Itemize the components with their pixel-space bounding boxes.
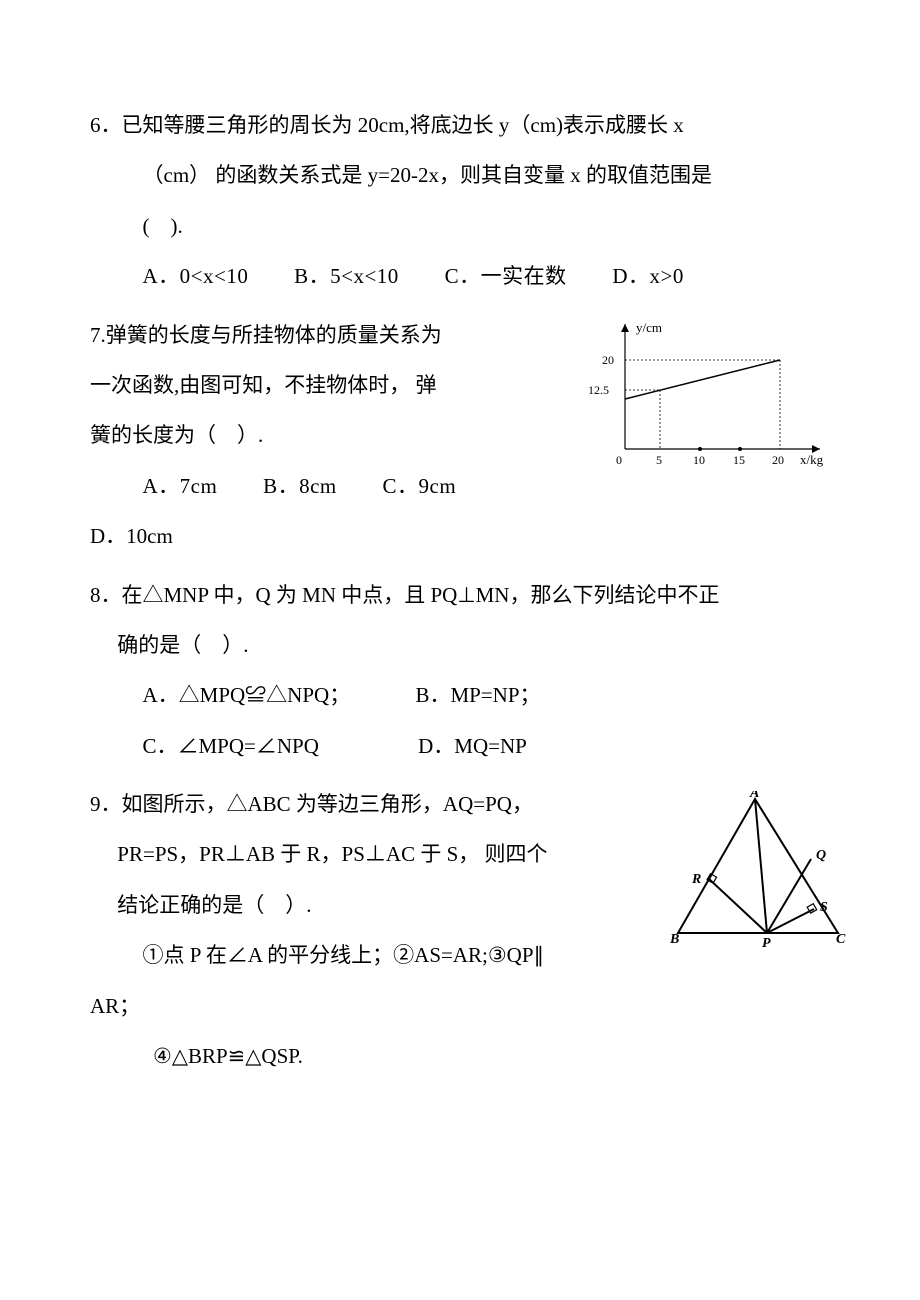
ytick-12-5: 12.5	[588, 383, 609, 397]
q8-stem-line2: 确的是（ ）.	[90, 620, 830, 670]
q7-opt-c: C．9cm	[383, 461, 457, 511]
label-a: A	[749, 791, 759, 801]
x-axis-label: x/kg	[800, 452, 824, 467]
question-9: 9．如图所示，△ABC 为等边三角形，AQ=PQ， PR=PS，PR⊥AB 于 …	[90, 779, 830, 1081]
q8-options-row2: C．∠MPQ=∠NPQ D．MQ=NP	[90, 721, 830, 771]
label-q: Q	[816, 848, 826, 863]
q9-stem-line3: 结论正确的是（ ）.	[90, 880, 576, 930]
q9-conclusion-1b: AR；	[90, 981, 830, 1031]
q8-opt-c: C．∠MPQ=∠NPQ	[143, 721, 319, 771]
q8-opt-b: B．MP=NP；	[415, 670, 540, 720]
q8-stem-line1: 8．在△MNP 中，Q 为 MN 中点，且 PQ⊥MN，那么下列结论中不正	[90, 570, 830, 620]
xtick-15: 15	[733, 453, 745, 467]
label-b: B	[670, 932, 679, 947]
q6-opt-b: B．5<x<10	[294, 251, 399, 301]
q7-stem-line2: 一次函数,由图可知，不挂物体时， 弹	[90, 360, 549, 410]
label-c: C	[836, 932, 846, 947]
q7-opt-b: B．8cm	[263, 461, 337, 511]
ytick-20: 20	[602, 353, 614, 367]
label-s: S	[820, 900, 828, 915]
q8-opt-d: D．MQ=NP	[418, 721, 527, 771]
spring-chart: 12.5 20 5 10 15 20 0 y/cm x/kg	[580, 314, 840, 484]
question-8: 8．在△MNP 中，Q 为 MN 中点，且 PQ⊥MN，那么下列结论中不正 确的…	[90, 570, 830, 772]
question-6: 6．已知等腰三角形的周长为 20cm,将底边长 y（cm)表示成腰长 x （cm…	[90, 100, 830, 302]
q7-stem-line3: 簧的长度为（ ）.	[90, 410, 549, 460]
q6-options: A．0<x<10 B．5<x<10 C．一实在数 D．x>0	[90, 251, 830, 301]
q8-opt-a: A．△MPQ≌△NPQ；	[143, 670, 351, 720]
question-7: 7.弹簧的长度与所挂物体的质量关系为 一次函数,由图可知，不挂物体时， 弹 簧的…	[90, 310, 830, 562]
q7-opt-d: D．10cm	[90, 511, 830, 561]
q6-stem-line3: ( ).	[90, 201, 830, 251]
q6-opt-d: D．x>0	[612, 251, 684, 301]
xtick-10: 10	[693, 453, 705, 467]
q6-stem-line1: 6．已知等腰三角形的周长为 20cm,将底边长 y（cm)表示成腰长 x	[90, 100, 830, 150]
y-axis-label: y/cm	[636, 320, 662, 335]
q6-opt-a: A．0<x<10	[143, 251, 249, 301]
label-p: P	[762, 936, 771, 951]
origin-label: 0	[616, 453, 622, 467]
label-r: R	[691, 872, 701, 887]
xtick-5: 5	[656, 453, 662, 467]
xtick-20: 20	[772, 453, 784, 467]
q6-stem-line2: （cm） 的函数关系式是 y=20-2x，则其自变量 x 的取值范围是	[90, 150, 830, 200]
q8-options-row1: A．△MPQ≌△NPQ； B．MP=NP；	[90, 670, 830, 720]
q9-stem-line2: PR=PS，PR⊥AB 于 R，PS⊥AC 于 S， 则四个	[90, 829, 576, 879]
q6-opt-c: C．一实在数	[445, 251, 567, 301]
q9-conclusion-2: ④△BRP≌△QSP.	[90, 1031, 830, 1081]
q7-opt-a: A．7cm	[143, 461, 218, 511]
q7-stem-line1: 7.弹簧的长度与所挂物体的质量关系为	[90, 310, 549, 360]
triangle-diagram: A B C P Q R S	[670, 791, 850, 951]
